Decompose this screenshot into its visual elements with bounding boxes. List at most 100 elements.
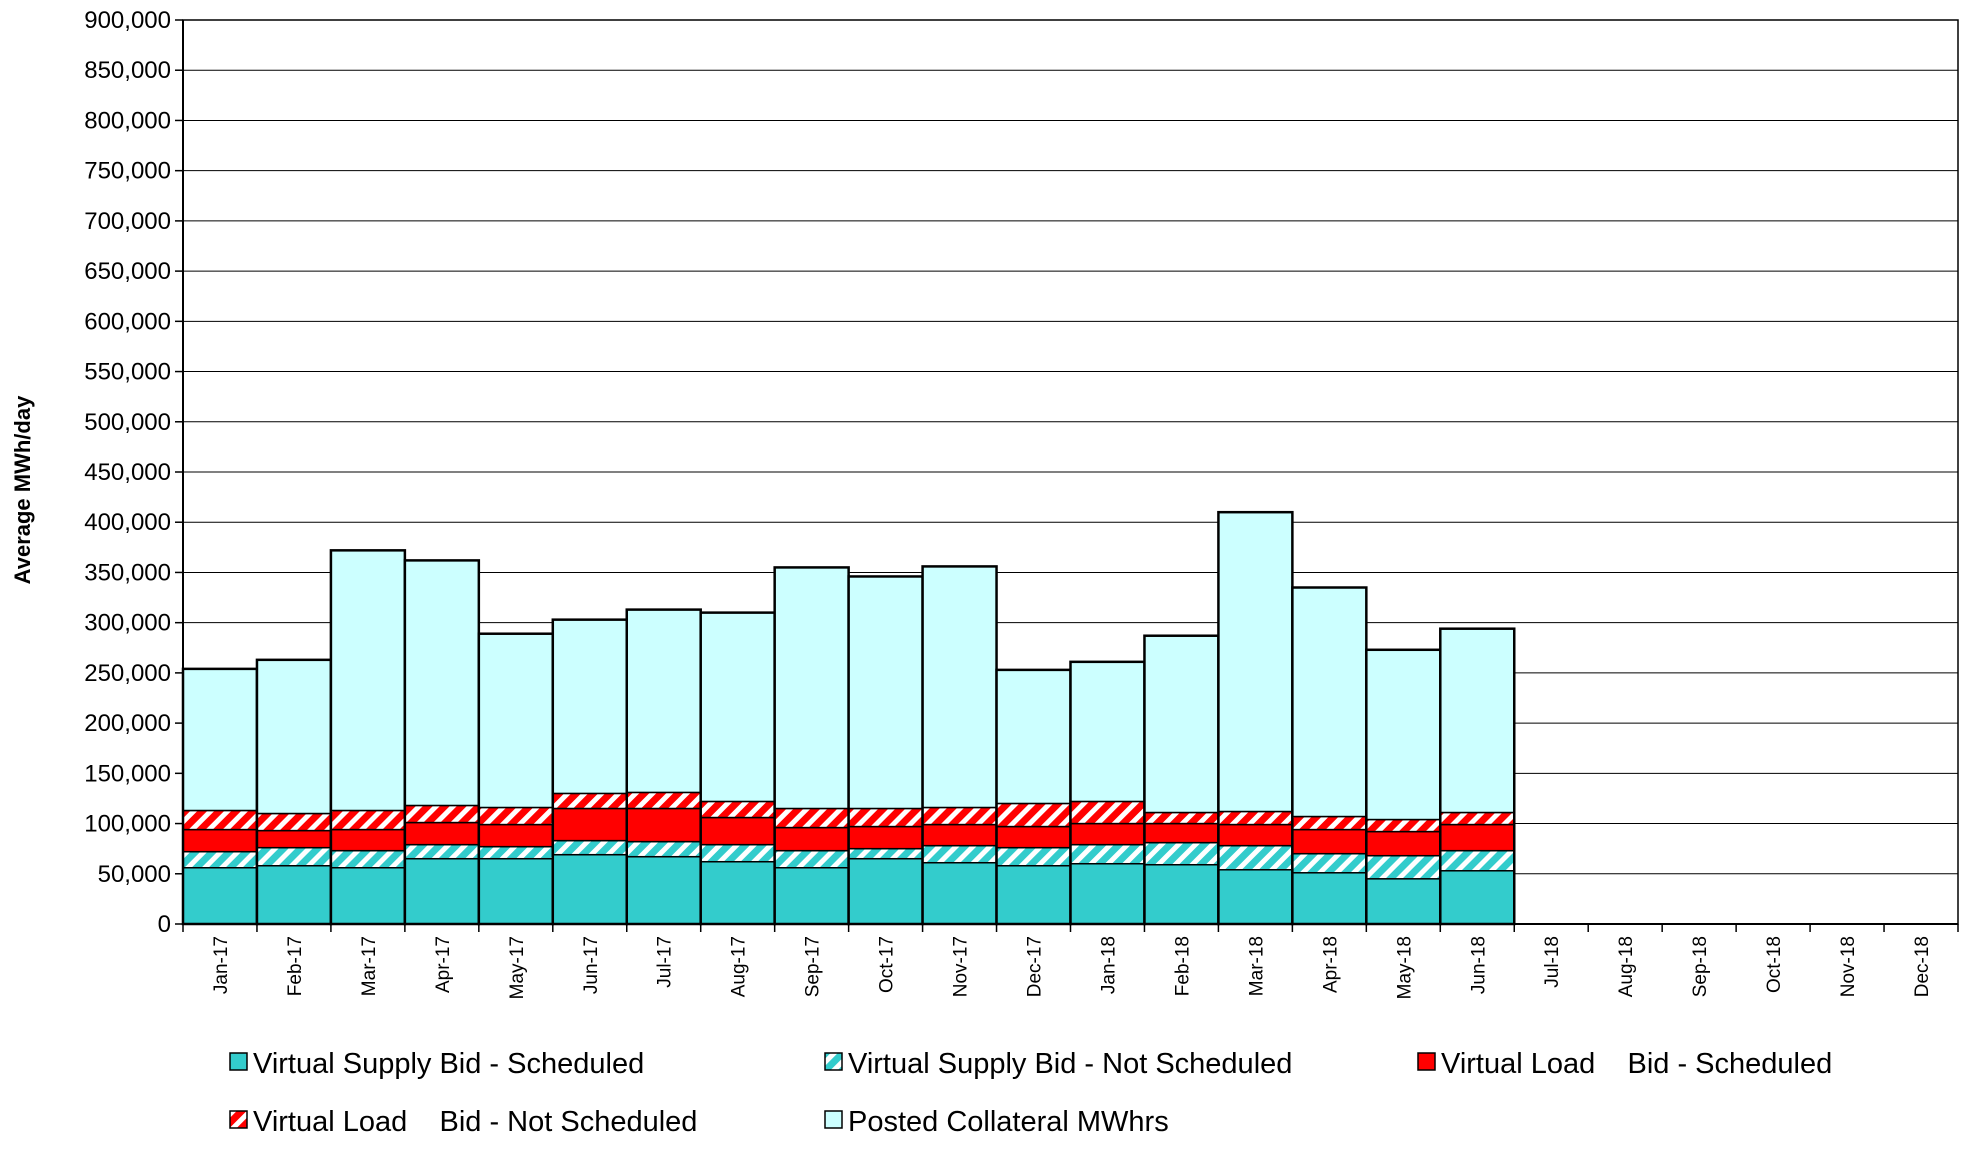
bar-segment-3	[626, 791, 702, 810]
x-tick-label: Dec-18	[1912, 936, 1933, 997]
bar-segment-2	[626, 807, 702, 843]
x-tick-label: Jun-18	[1468, 936, 1489, 994]
bar-segment-3	[699, 800, 776, 819]
x-tick-label: Aug-17	[729, 936, 750, 997]
bar-segment-2	[182, 828, 258, 853]
x-tick-labels: Jan-17 Feb-17 Mar-17 Apr-17 May-17 Jun-17 Jul-…	[211, 936, 1933, 999]
x-tick-label: Jul-17	[655, 936, 676, 988]
bar-segment-4	[773, 566, 850, 810]
bar-segment-0	[404, 857, 480, 925]
bar-segment-4	[330, 549, 406, 812]
bar-segment-4	[182, 668, 258, 812]
bar-segment-0	[182, 867, 258, 925]
y-tick-label: 200,000	[84, 710, 171, 737]
bar-segment-0	[1069, 862, 1146, 925]
y-tick-label: 550,000	[84, 359, 171, 386]
x-tick-label: Apr-18	[1320, 936, 1341, 993]
bar-segment-1	[478, 845, 554, 860]
x-tick-label: Feb-18	[1172, 936, 1193, 996]
bar-segment-0	[921, 861, 998, 925]
bar-segment-0	[995, 864, 1072, 925]
bar-segment-1	[1291, 852, 1368, 874]
bar-segment-1	[404, 843, 480, 860]
bar-segment-0	[1217, 869, 1294, 925]
bar-segment-4	[478, 632, 554, 809]
bar-segment-3	[1217, 810, 1294, 826]
bar-segment-3	[330, 809, 406, 831]
bar-segment-4	[1439, 627, 1515, 814]
y-tick-label: 150,000	[84, 760, 171, 787]
x-tick-label: Mar-18	[1246, 936, 1267, 996]
bar-segment-2	[773, 826, 850, 852]
bar-segment-2	[1069, 822, 1146, 846]
bar-segment-1	[330, 849, 406, 869]
bar-segment-1	[1217, 844, 1294, 871]
x-tick-label: Oct-17	[877, 936, 898, 993]
bar-segment-1	[773, 849, 850, 869]
bar-segment-3	[1069, 800, 1146, 825]
bar-segment-4	[847, 575, 924, 810]
bar-segment-3	[847, 807, 924, 828]
bar-segment-1	[1439, 849, 1515, 872]
bar-segment-1	[1143, 841, 1220, 866]
bar-segment-2	[1439, 823, 1515, 852]
bar-segment-0	[699, 860, 776, 925]
bar-segment-2	[256, 829, 332, 849]
y-tick-labels: 0 50,000 100,000 150,000 200,000 250,000 300,0…	[84, 7, 171, 938]
y-tick-label: 0	[158, 911, 171, 938]
x-tick-label: Jan-17	[211, 936, 232, 994]
y-tick-label: 450,000	[84, 459, 171, 486]
y-tick-label: 50,000	[98, 861, 171, 888]
bar-segment-3	[1439, 811, 1515, 826]
bar-segment-2	[1143, 822, 1220, 844]
bar-segment-1	[552, 839, 628, 856]
bar-segment-4	[699, 611, 776, 803]
bar-segment-4	[1365, 649, 1442, 821]
bar-segment-0	[1439, 870, 1515, 925]
bar-segment-4	[1291, 586, 1368, 818]
x-tick-label: Feb-17	[285, 936, 306, 996]
bar-segment-4	[404, 559, 480, 807]
bars	[181, 510, 1516, 926]
bar-segment-1	[626, 840, 702, 858]
legend-label: Virtual Load Bid - Scheduled	[1441, 1048, 1832, 1080]
x-tick-label: Aug-18	[1616, 936, 1637, 997]
y-axis-label: Average MWh/day	[10, 395, 35, 584]
y-tick-label: 850,000	[84, 57, 171, 84]
bar-segment-0	[1291, 872, 1368, 925]
bar-segment-4	[256, 659, 332, 815]
bar-segment-3	[552, 792, 628, 810]
bar-segment-2	[552, 807, 628, 842]
y-tick-label: 400,000	[84, 509, 171, 536]
bar-segment-2	[921, 823, 998, 847]
bar-segment-2	[699, 816, 776, 846]
x-tick-label: Sep-18	[1690, 936, 1711, 997]
legend-label: Virtual Supply Bid - Not Scheduled	[848, 1048, 1292, 1080]
legend-label: Virtual Supply Bid - Scheduled	[253, 1048, 644, 1080]
bar-segment-3	[182, 809, 258, 831]
bar-segment-4	[552, 618, 628, 795]
bar-segment-3	[1143, 811, 1220, 825]
legend-swatch	[229, 1052, 248, 1071]
y-tick-label: 350,000	[84, 559, 171, 586]
x-tick-label: Apr-17	[433, 936, 454, 993]
bar-segment-3	[773, 807, 850, 829]
bar-segment-0	[552, 853, 628, 925]
legend-label: Posted Collateral MWhrs	[848, 1106, 1169, 1138]
bar-segment-0	[626, 855, 702, 925]
x-tick-label: Sep-17	[803, 936, 824, 997]
bar-segment-3	[256, 812, 332, 832]
y-tick-label: 650,000	[84, 258, 171, 285]
bar-segment-1	[995, 846, 1072, 867]
bar-segment-2	[404, 821, 480, 846]
y-tick-label: 800,000	[84, 107, 171, 134]
bar-segment-4	[921, 565, 998, 809]
bar-segment-0	[847, 857, 924, 925]
x-tick-label: May-17	[507, 936, 528, 999]
bar-segment-4	[626, 608, 702, 794]
y-tick-label: 250,000	[84, 660, 171, 687]
bar-segment-4	[1143, 634, 1220, 814]
bar-segment-4	[1069, 661, 1146, 803]
bar-segment-2	[847, 825, 924, 850]
